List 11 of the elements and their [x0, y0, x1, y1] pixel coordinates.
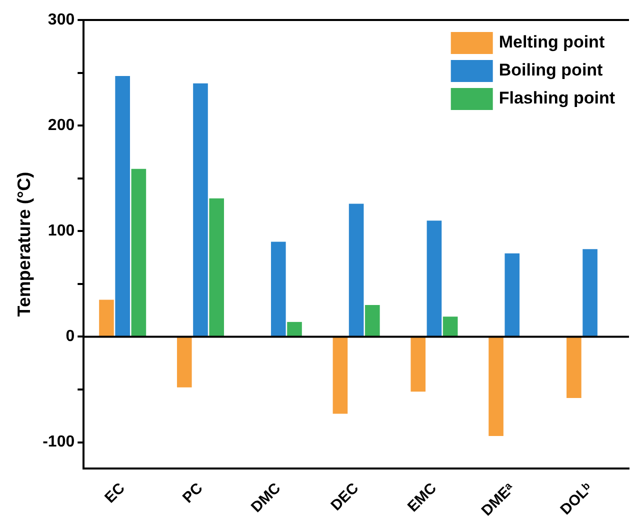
- y-tick-label: 0: [66, 328, 75, 346]
- y-tick-label: 200: [48, 116, 75, 134]
- y-axis-title: Temperature (°C): [14, 172, 34, 317]
- legend-label: Boiling point: [498, 60, 604, 80]
- y-tick-label: 300: [48, 11, 75, 28]
- x-tick-label: EC: [102, 480, 128, 507]
- legend-label: Melting point: [498, 32, 605, 52]
- legend-label: Flashing point: [498, 88, 616, 108]
- y-tick-label: -100: [42, 434, 75, 451]
- x-tick-label: PC: [179, 480, 206, 507]
- y-tick-label: 100: [48, 222, 75, 240]
